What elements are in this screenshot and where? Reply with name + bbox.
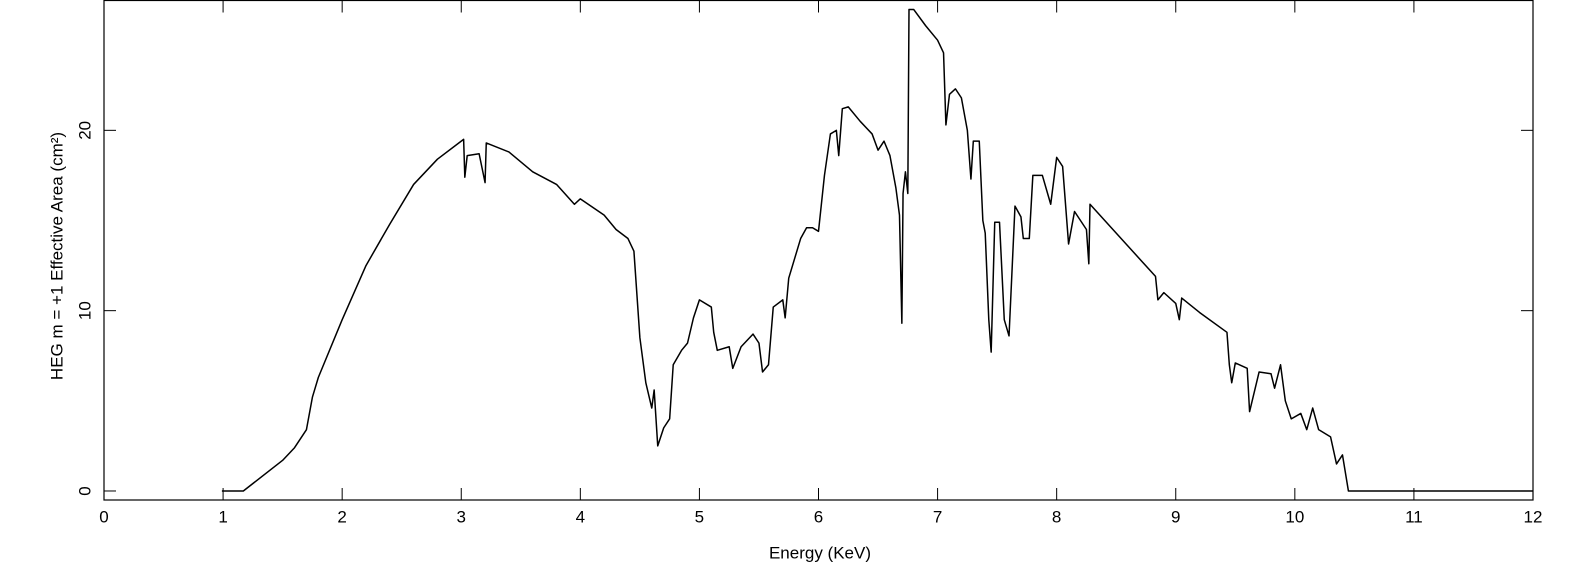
x-tick-label: 9 [1171, 507, 1180, 526]
x-tick-label: 7 [933, 507, 942, 526]
y-tick-label: 0 [75, 486, 94, 495]
x-tick-label: 1 [218, 507, 227, 526]
x-tick-label: 11 [1405, 507, 1423, 526]
x-tick-label: 12 [1524, 507, 1543, 526]
x-tick-label: 10 [1285, 507, 1304, 526]
x-tick-label: 5 [695, 507, 704, 526]
x-tick-label: 8 [1052, 507, 1061, 526]
x-axis-label: Energy (KeV) [769, 543, 871, 562]
x-tick-label: 3 [457, 507, 466, 526]
y-axis-label: HEG m = +1 Effective Area (cm²) [47, 132, 66, 380]
x-tick-label: 4 [576, 507, 585, 526]
plot-frame [103, 0, 1534, 501]
x-tick-label: 6 [814, 507, 823, 526]
line-series [221, 8, 1533, 492]
x-tick-label: 2 [337, 507, 346, 526]
y-tick-label: 20 [75, 121, 94, 140]
x-tick-label: 0 [99, 507, 108, 526]
y-tick-label: 10 [75, 301, 94, 320]
